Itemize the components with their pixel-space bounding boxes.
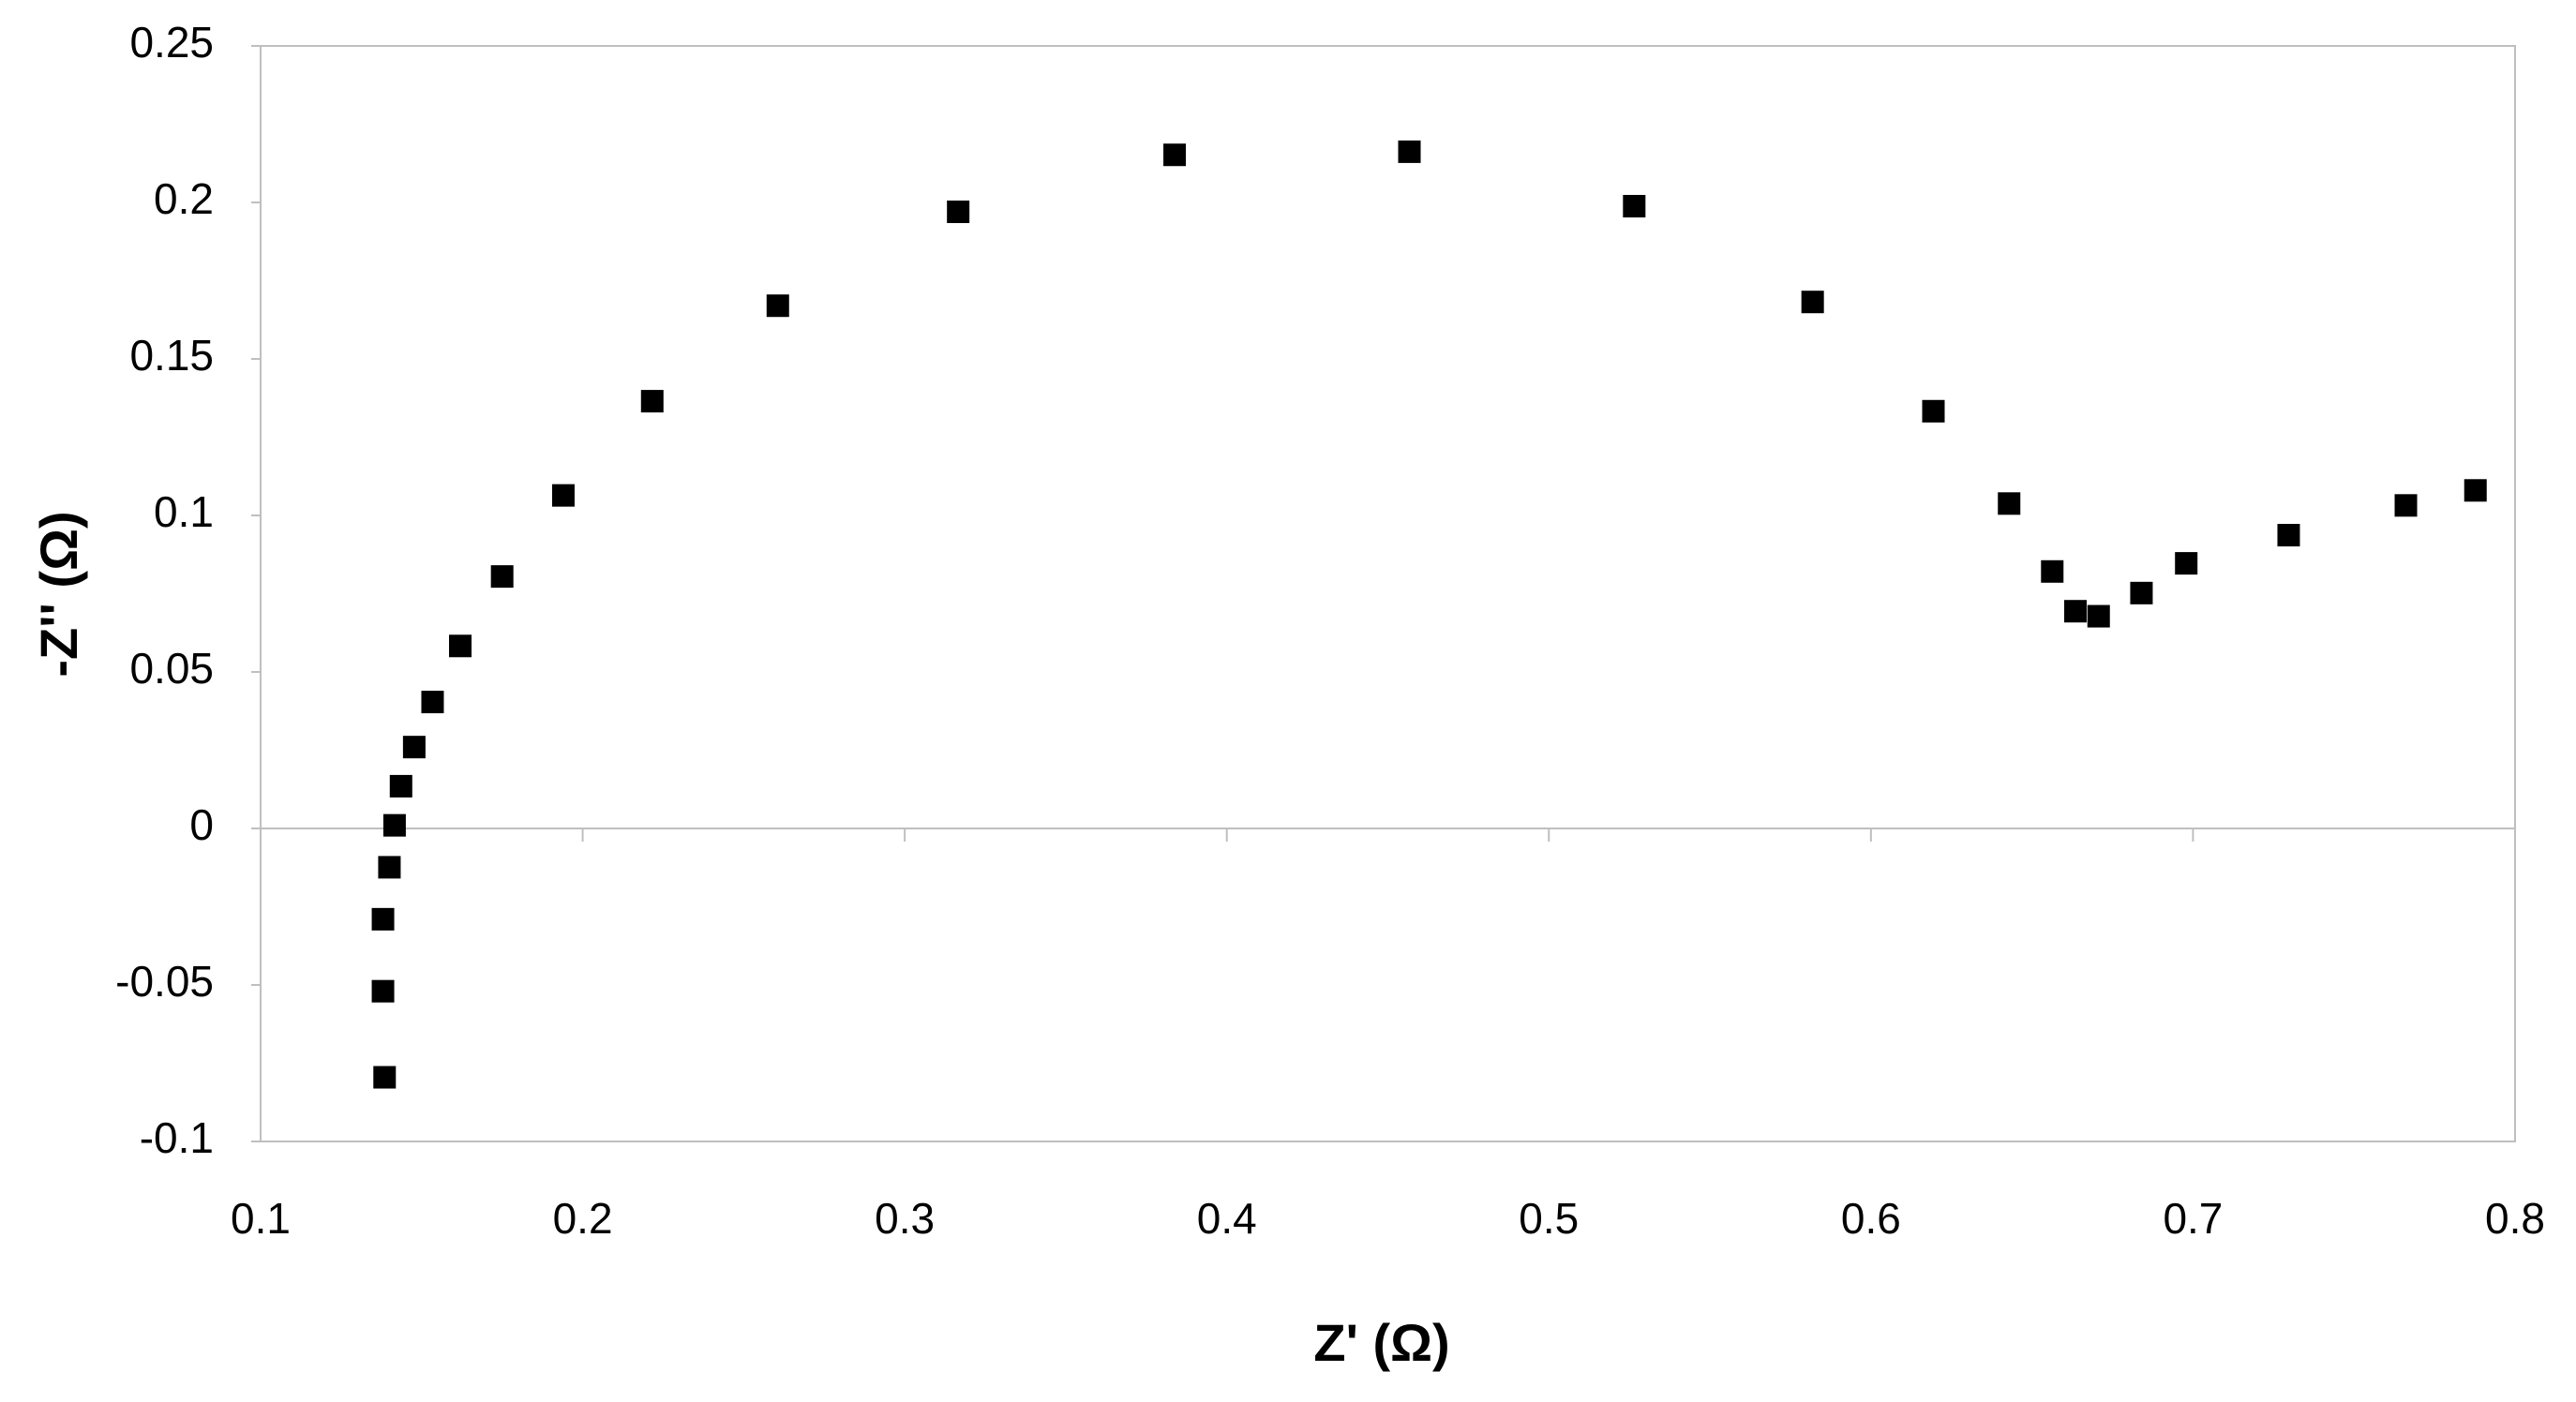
point	[421, 691, 444, 714]
point	[1998, 492, 2021, 515]
point	[1623, 195, 1646, 218]
point	[389, 774, 412, 798]
point	[382, 813, 406, 837]
y-tick-label: 0.05	[129, 644, 214, 693]
y-tick-label: 0.25	[129, 18, 214, 67]
x-tick-label: 0.4	[1197, 1194, 1257, 1243]
point	[373, 1066, 397, 1089]
x-tick-label: 0.3	[875, 1194, 935, 1243]
point	[2041, 559, 2064, 583]
point	[402, 736, 426, 759]
point	[2064, 600, 2088, 623]
point	[378, 856, 401, 879]
point	[449, 634, 472, 658]
point	[640, 390, 664, 413]
point	[947, 201, 970, 224]
x-axis-title: Z' (Ω)	[1313, 1313, 1449, 1372]
plot-frame	[260, 45, 2516, 1142]
y-tick-label: 0	[189, 800, 214, 849]
point	[1922, 399, 1945, 423]
x-tick-label: 0.6	[1841, 1194, 1901, 1243]
y-tick-label: -0.1	[140, 1113, 214, 1162]
point	[1163, 143, 1187, 167]
y-tick-label: 0.2	[154, 174, 214, 223]
y-tick-label: 0.1	[154, 487, 214, 536]
y-tick-label: 0.15	[129, 331, 214, 380]
point	[1801, 291, 1824, 314]
x-tick-label: 0.7	[2163, 1194, 2223, 1243]
point	[1398, 140, 1421, 163]
point	[2277, 524, 2300, 547]
point	[490, 565, 514, 589]
point	[766, 294, 789, 318]
y-axis-title: -Z'' (Ω)	[29, 511, 88, 677]
x-tick-label: 0.5	[1519, 1194, 1579, 1243]
point	[2394, 494, 2418, 517]
point	[551, 484, 575, 507]
y-tick-label: -0.05	[115, 957, 214, 1006]
x-tick-label: 0.1	[231, 1194, 291, 1243]
point	[371, 979, 395, 1003]
point	[2464, 479, 2487, 502]
point	[2130, 581, 2153, 604]
point	[371, 907, 395, 931]
x-tick-label: 0.8	[2485, 1194, 2545, 1243]
x-tick-label: 0.2	[553, 1194, 613, 1243]
point	[2175, 552, 2198, 575]
point	[2087, 604, 2110, 628]
